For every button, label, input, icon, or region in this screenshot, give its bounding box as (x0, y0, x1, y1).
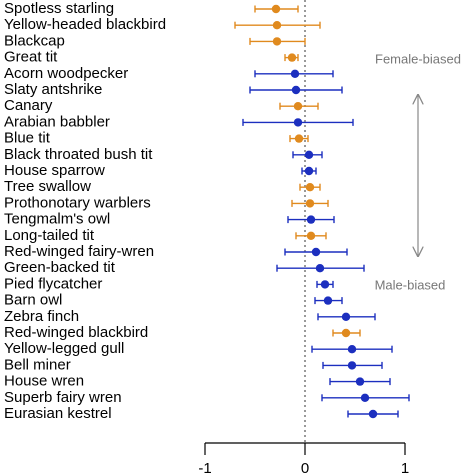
point (355, 377, 365, 386)
point (305, 183, 315, 192)
point (341, 328, 351, 338)
point (272, 21, 282, 30)
category-label: Blue tit (4, 130, 51, 147)
x-tick-label: 0 (301, 460, 309, 474)
point (306, 231, 316, 240)
x-tick-label: 1 (401, 460, 409, 474)
category-label: Eurasian kestrel (4, 405, 112, 422)
category-label: Long-tailed tit (4, 227, 95, 244)
point (323, 296, 333, 305)
point (360, 393, 370, 402)
point (291, 85, 301, 95)
point (306, 215, 316, 224)
category-label: Arabian babbler (4, 113, 110, 130)
point (320, 280, 330, 289)
category-label: Barn owl (4, 292, 62, 309)
category-label: Yellow-headed blackbird (4, 16, 166, 33)
point (341, 312, 351, 321)
category-label: Superb fairy wren (4, 389, 122, 406)
category-label: Black throated bush tit (4, 146, 153, 163)
category-label: House sparrow (4, 162, 105, 179)
x-tick-label: -1 (198, 460, 211, 474)
point (293, 102, 303, 111)
annotation: Male-biased (375, 277, 446, 292)
point (347, 361, 357, 370)
point (315, 264, 325, 273)
point (304, 150, 314, 159)
category-label: Red-winged blackbird (4, 324, 148, 341)
point (294, 134, 304, 143)
point (293, 118, 303, 127)
point (305, 199, 315, 208)
category-label: House wren (4, 373, 84, 390)
category-label: Yellow-legged gull (4, 340, 124, 357)
category-label: Bell miner (4, 356, 71, 373)
category-label: Slaty antshrike (4, 81, 102, 98)
point (271, 4, 281, 14)
point (304, 166, 314, 176)
category-label: Blackcap (4, 32, 65, 49)
category-label: Spotless starling (4, 0, 114, 17)
category-label: Canary (4, 97, 53, 114)
point (287, 53, 297, 62)
category-label: Great tit (4, 49, 58, 66)
point (290, 69, 300, 79)
point (368, 409, 378, 419)
category-label: Prothonotary warblers (4, 194, 151, 211)
category-label: Tree swallow (4, 178, 91, 195)
point (272, 37, 282, 46)
category-label: Red-winged fairy-wren (4, 243, 154, 260)
category-label: Green-backed tit (4, 259, 116, 276)
category-label: Zebra finch (4, 308, 79, 325)
annotation: Female-biased (375, 51, 461, 66)
category-label: Acorn woodpecker (4, 65, 128, 82)
category-label: Pied flycatcher (4, 275, 102, 292)
point (311, 247, 321, 257)
point (347, 345, 357, 354)
category-label: Tengmalm's owl (4, 211, 110, 228)
